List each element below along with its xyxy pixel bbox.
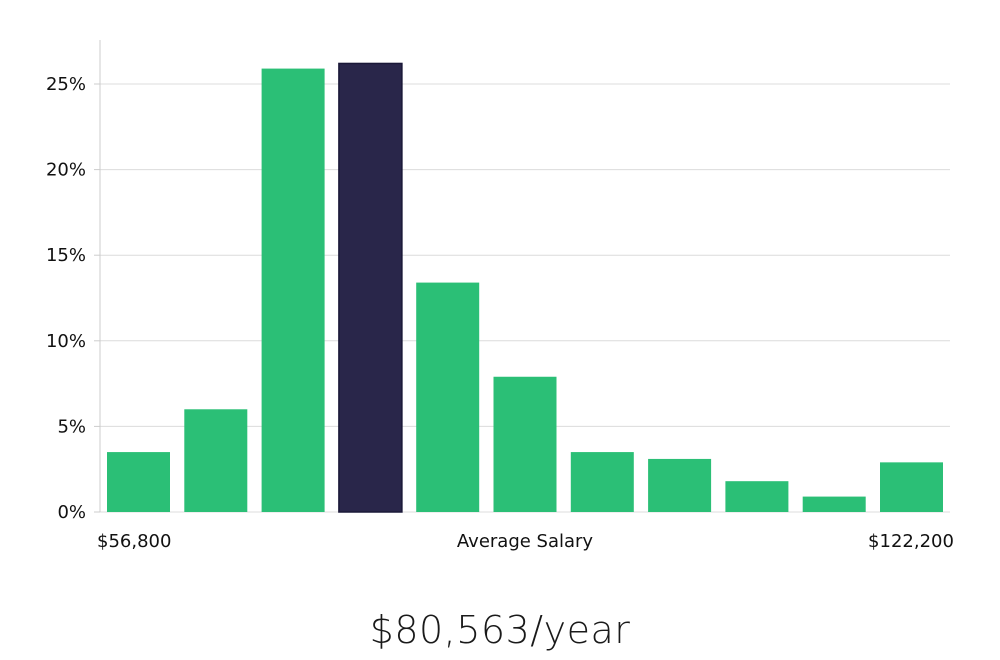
- y-tick-label: 0%: [57, 502, 86, 523]
- bars: [107, 62, 943, 513]
- bar: [880, 462, 943, 512]
- bar: [570, 452, 634, 512]
- bar: [184, 409, 248, 512]
- y-tick-label: 10%: [46, 331, 86, 352]
- bar: [802, 496, 866, 512]
- y-tick-label: 20%: [46, 160, 86, 181]
- bar: [648, 458, 712, 512]
- x-start-label: $56,800: [97, 531, 171, 552]
- bar: [107, 452, 170, 512]
- y-tick-label: 5%: [57, 416, 86, 437]
- y-tick-label: 15%: [46, 245, 86, 266]
- y-axis-ticks: 0% 5% 10% 15% 20% 25%: [46, 74, 100, 523]
- bar: [725, 481, 789, 512]
- average-salary-value: $80,563/year: [369, 608, 631, 652]
- bar: [416, 282, 480, 512]
- bar: [493, 376, 557, 512]
- x-axis-label: Average Salary: [457, 531, 594, 552]
- y-tick-label: 25%: [46, 74, 86, 95]
- salary-histogram: 0%5%10%15%20%25% $56,800 Average Salary …: [46, 40, 954, 552]
- bar-highlighted: [338, 62, 403, 513]
- x-end-label: $122,200: [868, 531, 954, 552]
- bar: [261, 68, 325, 512]
